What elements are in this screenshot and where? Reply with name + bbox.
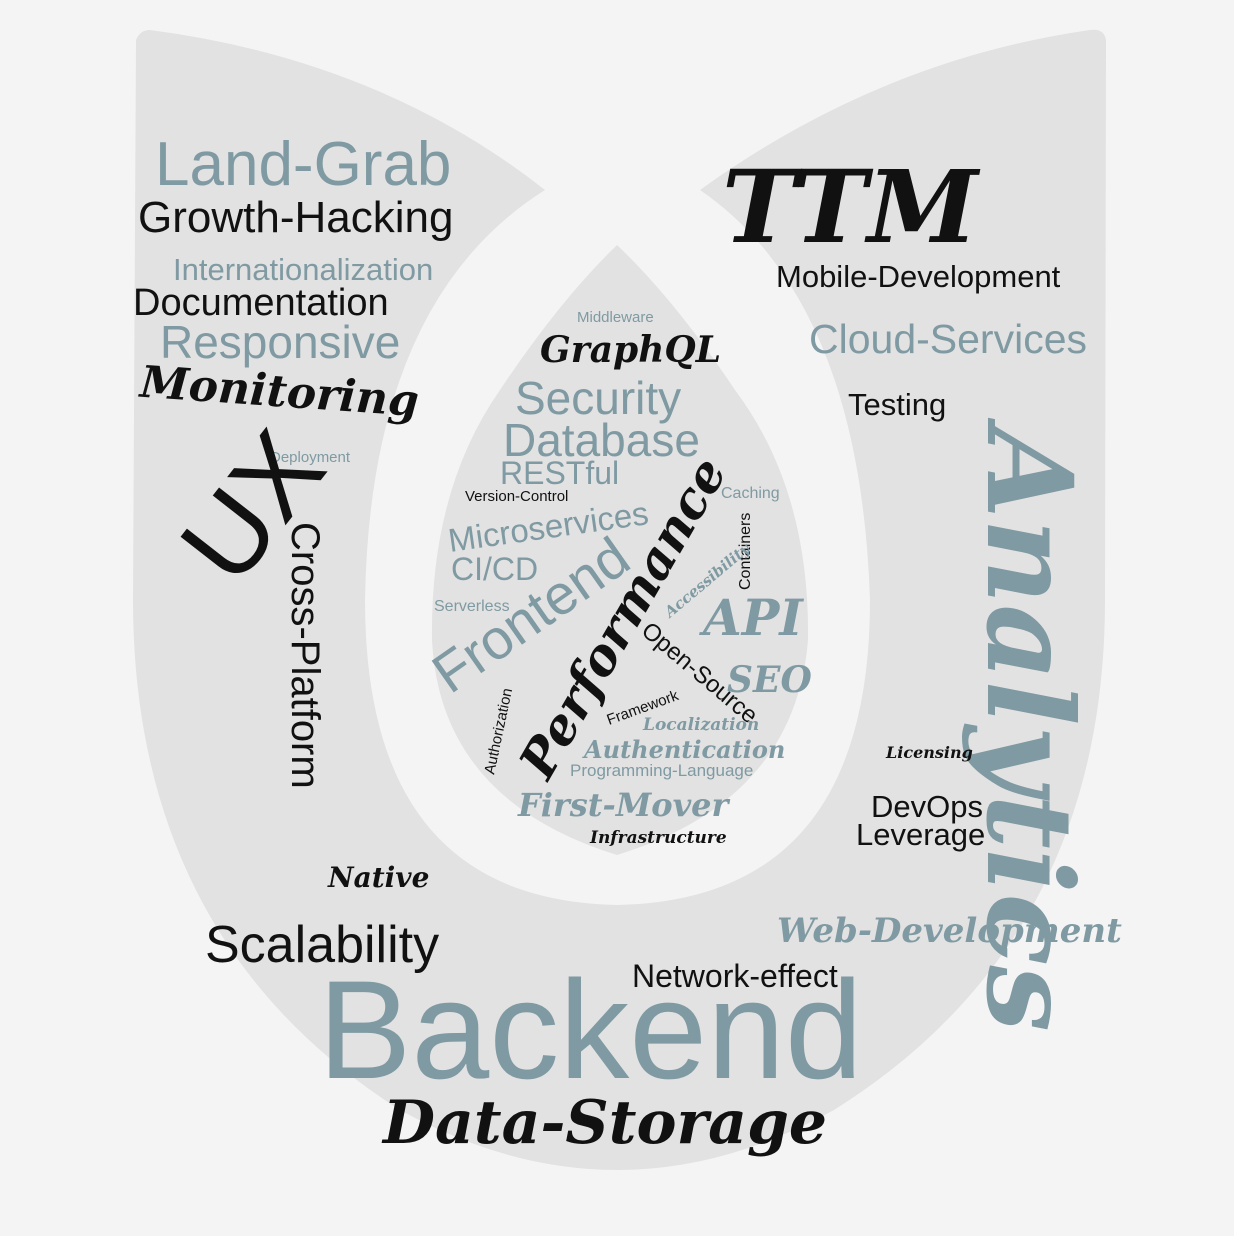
word-mobile-development: Mobile-Development xyxy=(776,259,1061,294)
word-first-mover: First-Mover xyxy=(517,786,731,824)
word-middleware: Middleware xyxy=(577,309,654,326)
word-licensing: Licensing xyxy=(885,743,973,762)
word-infrastructure: Infrastructure xyxy=(589,828,727,848)
word-data-storage: Data-Storage xyxy=(381,1088,827,1158)
word-graphql: GraphQL xyxy=(540,329,721,371)
word-security: Security xyxy=(515,372,681,424)
word-native: Native xyxy=(327,861,429,894)
word-land-grab: Land-Grab xyxy=(155,130,451,199)
word-growth-hacking: Growth-Hacking xyxy=(138,193,453,242)
word-localization: Localization xyxy=(642,715,759,735)
word-containers: Containers xyxy=(737,513,754,590)
word-cloud-services: Cloud-Services xyxy=(809,316,1087,362)
word-programming-language: Programming-Language xyxy=(570,761,753,780)
word-restful: RESTful xyxy=(500,455,619,491)
word-database: Database xyxy=(503,414,700,466)
word-cross-platform: Cross-Platform xyxy=(283,522,327,789)
word-ttm: TTM xyxy=(722,148,981,266)
word-internationalization: Internationalization xyxy=(173,252,433,287)
word-devops: DevOps xyxy=(871,789,983,824)
word-serverless: Serverless xyxy=(434,598,510,615)
u-shape-background xyxy=(133,29,1106,1171)
word-web-development: Web-Development xyxy=(777,911,1122,951)
word-leverage: Leverage xyxy=(856,817,985,852)
word-testing: Testing xyxy=(848,387,946,422)
word-backend: Backend xyxy=(318,951,863,1108)
word-seo: SEO xyxy=(727,659,812,701)
word-caching: Caching xyxy=(721,485,780,502)
teardrop-shape xyxy=(431,245,809,855)
word-version-control: Version-Control xyxy=(465,488,568,505)
word-scalability: Scalability xyxy=(205,916,439,974)
word-deployment: Deployment xyxy=(270,449,351,466)
word-documentation: Documentation xyxy=(133,282,389,324)
word-api: API xyxy=(699,588,804,647)
word-network-effect: Network-effect xyxy=(632,958,838,994)
word-authentication: Authentication xyxy=(582,735,785,764)
word-ci-cd: CI/CD xyxy=(451,551,538,587)
word-analytics: Analytics xyxy=(960,417,1099,1032)
word-responsive: Responsive xyxy=(160,316,400,368)
